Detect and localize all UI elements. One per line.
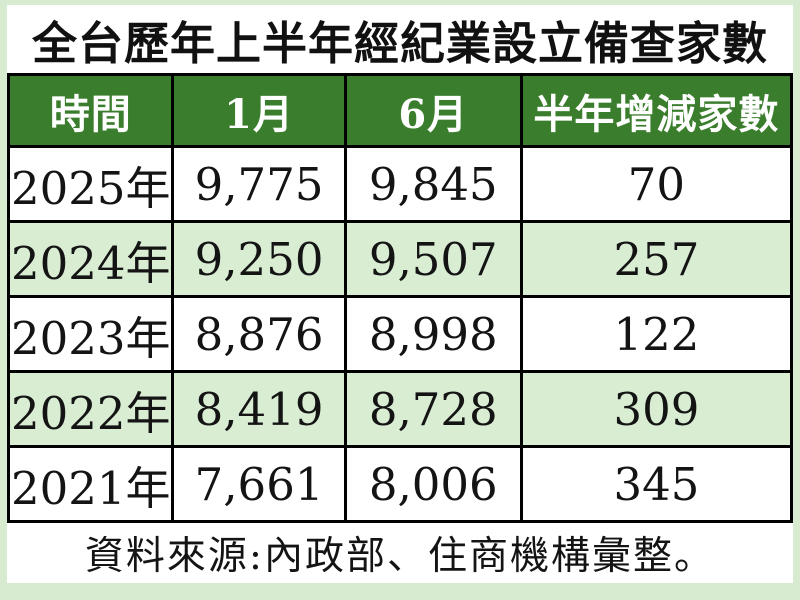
table-row-2021: 2021年 7,661 8,006 345 bbox=[6, 445, 794, 523]
year-cell: 2024年 bbox=[6, 220, 175, 298]
column-header-january: 1月 bbox=[171, 73, 347, 148]
column-header-halfyear-change: 半年增減家數 bbox=[519, 73, 794, 148]
year-cell: 2022年 bbox=[6, 370, 175, 448]
jun-cell: 9,507 bbox=[343, 220, 523, 298]
jun-cell: 8,006 bbox=[343, 445, 523, 523]
jun-cell: 8,728 bbox=[343, 370, 523, 448]
change-cell: 70 bbox=[519, 145, 794, 223]
data-table: 時間 1月 6月 半年增減家數 2025年 9,775 9,845 70 202… bbox=[6, 73, 794, 523]
year-cell: 2025年 bbox=[6, 145, 175, 223]
source-note: 資料來源:內政部、住商機構彙整。 bbox=[7, 523, 793, 583]
table-row-2022: 2022年 8,419 8,728 309 bbox=[6, 370, 794, 448]
jan-cell: 8,419 bbox=[171, 370, 347, 448]
change-cell: 122 bbox=[519, 295, 794, 373]
table-header-row: 時間 1月 6月 半年增減家數 bbox=[6, 73, 794, 148]
column-header-june: 6月 bbox=[343, 73, 523, 148]
jan-cell: 9,775 bbox=[171, 145, 347, 223]
change-cell: 257 bbox=[519, 220, 794, 298]
table-row-2023: 2023年 8,876 8,998 122 bbox=[6, 295, 794, 373]
change-cell: 345 bbox=[519, 445, 794, 523]
table-row-2025: 2025年 9,775 9,845 70 bbox=[6, 145, 794, 223]
jun-cell: 9,845 bbox=[343, 145, 523, 223]
table-row-2024: 2024年 9,250 9,507 257 bbox=[6, 220, 794, 298]
page-title: 全台歷年上半年經紀業設立備查家數 bbox=[7, 5, 793, 73]
jan-cell: 7,661 bbox=[171, 445, 347, 523]
year-cell: 2021年 bbox=[6, 445, 175, 523]
jan-cell: 8,876 bbox=[171, 295, 347, 373]
year-cell: 2023年 bbox=[6, 295, 175, 373]
jun-cell: 8,998 bbox=[343, 295, 523, 373]
change-cell: 309 bbox=[519, 370, 794, 448]
jan-cell: 9,250 bbox=[171, 220, 347, 298]
column-header-time: 時間 bbox=[6, 73, 175, 148]
